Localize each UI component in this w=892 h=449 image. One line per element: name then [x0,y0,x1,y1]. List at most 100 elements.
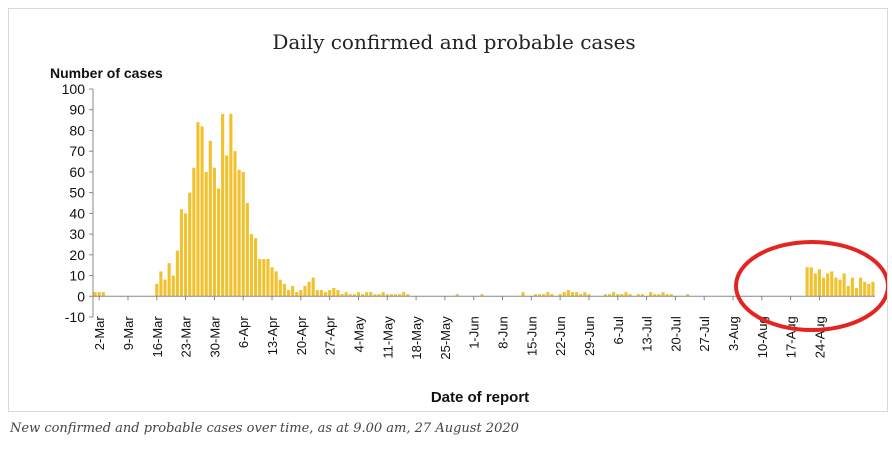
bar [377,294,381,297]
bar [249,234,254,297]
bar [558,294,562,297]
bar [834,277,838,297]
bar [192,167,196,297]
bar [398,294,402,297]
x-tick-label: 6-Apr [236,316,251,348]
x-tick-label: 3-Aug [726,316,741,351]
bar [538,294,542,297]
axes [92,89,875,317]
bar [221,113,225,297]
bar [295,292,299,297]
bar [636,294,640,297]
bar [657,294,661,297]
bar [521,292,525,297]
x-tick-label: 17-Aug [784,316,799,358]
bar [286,290,291,297]
x-tick-label: 13-Apr [265,316,280,356]
bar [649,292,653,297]
x-tick-label: 27-Jul [697,316,712,352]
bar [291,285,295,297]
bar [850,277,854,297]
bar [336,290,340,297]
x-tick-label: 23-Mar [179,316,194,358]
bar [163,279,167,297]
bar [813,273,817,297]
bar [640,294,645,297]
bar [846,285,850,297]
bar [319,290,323,297]
bar [315,290,319,297]
x-tick-label: 15-Jun [524,316,539,356]
bar [575,292,579,297]
bar [867,283,871,297]
bar [546,292,550,297]
y-tick-label: 30 [69,226,85,242]
bar [262,258,266,297]
bar [389,294,393,297]
y-tick-label: 60 [69,164,85,180]
bar [245,203,249,297]
bar [550,294,554,297]
chart-title: Daily confirmed and probable cases [272,30,635,54]
bar [299,290,303,297]
bar [579,294,583,297]
bar [258,258,262,297]
bar [212,167,216,297]
bar [583,292,587,297]
bar [842,273,846,297]
bar [348,294,352,297]
y-tick-label: 0 [77,288,85,304]
bar [542,294,546,297]
x-tick-label: 1-Jun [467,316,482,349]
bar [616,294,620,297]
x-tick-label: 24-Aug [812,316,827,358]
bar [821,277,826,297]
bar [624,292,628,297]
bar [196,122,200,297]
bar [97,292,101,297]
bar [809,267,813,297]
y-axis-title: Number of cases [50,65,163,81]
y-tick-label: 100 [62,81,86,97]
bar [171,275,175,297]
bar [628,294,632,297]
highlight-circle [734,240,887,332]
bar [303,285,307,297]
bar [340,294,344,297]
y-tick-label: 50 [69,185,85,201]
x-tick-label: 4-May [352,316,367,353]
x-tick-label: 18-May [409,316,424,360]
bar [805,267,809,297]
bar [620,294,624,297]
bar [369,292,373,297]
bar [159,271,163,297]
bar [854,287,859,297]
bar [229,113,233,297]
x-tick-label: 20-Apr [294,316,309,356]
bar [241,171,245,297]
bar [455,294,459,297]
bar [274,271,278,297]
bar [480,294,484,297]
bar [587,294,591,297]
bar [612,292,616,297]
bar [188,192,192,297]
bar [838,279,842,297]
bar [669,294,673,297]
bar [863,281,867,297]
y-tick-label: 70 [69,143,85,159]
x-tick-label: 8-Jun [496,316,511,349]
bar [665,294,669,297]
bar [93,292,97,297]
x-tick-label: 9-Mar [121,316,136,351]
y-tick-label: 10 [69,268,85,284]
bar [282,283,286,297]
bar [603,294,607,297]
bar [373,294,377,297]
chart-svg: Daily confirmed and probable cases Numbe… [50,30,887,406]
bar [356,292,361,297]
bar [385,294,389,297]
bar [311,277,315,297]
bar [323,292,328,297]
bar [200,126,204,297]
